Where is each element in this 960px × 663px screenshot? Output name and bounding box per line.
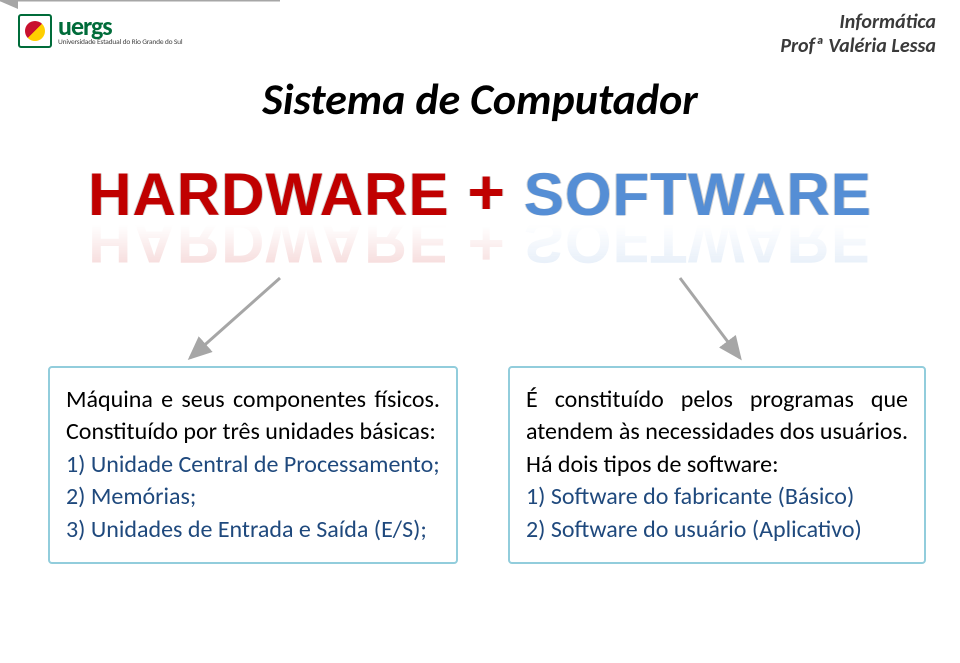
list-item: 3) Unidades de Entrada e Saída (E/S); <box>66 514 440 546</box>
logo-word: uergs <box>58 15 182 38</box>
list-item: 1) Unidade Central de Processamento; <box>66 449 440 481</box>
logo-inner <box>25 21 45 41</box>
callout-hardware-intro: Máquina e seus componentes físicos. Cons… <box>66 385 440 446</box>
wordart-software-reflection: SOFTWARE <box>524 207 872 276</box>
callout-hardware-items: 1) Unidade Central de Processamento; 2) … <box>66 449 440 546</box>
logo-subtitle: Universidade Estadual do Rio Grande do S… <box>58 38 182 47</box>
callout-software-items: 1) Software do fabricante (Básico) 2) So… <box>526 481 908 546</box>
logo: uergs Universidade Estadual do Rio Grand… <box>18 14 182 48</box>
wordart-hardware-reflection: HARDWARE <box>88 207 449 276</box>
logo-text-group: uergs Universidade Estadual do Rio Grand… <box>58 15 182 47</box>
header-teacher: Profª Valéria Lessa <box>780 34 936 58</box>
wordart-plus-reflection: + <box>459 207 513 281</box>
callout-software-intro: É constituído pelos programas que atende… <box>526 385 908 479</box>
wordart-hardware: HARDWARE HARDWARE <box>88 160 449 276</box>
logo-mark <box>18 14 52 48</box>
header-right: Informática Profª Valéria Lessa <box>780 10 936 58</box>
page-title: Sistema de Computador <box>0 72 960 126</box>
header-subject: Informática <box>780 10 936 34</box>
list-item: 1) Software do fabricante (Básico) <box>526 481 908 513</box>
wordart-software: SOFTWARE SOFTWARE <box>524 160 872 276</box>
wordart-row: HARDWARE HARDWARE + + SOFTWARE SOFTWARE <box>0 155 960 281</box>
callout-hardware: Máquina e seus componentes físicos. Cons… <box>48 366 458 564</box>
list-item: 2) Software do usuário (Aplicativo) <box>526 514 908 546</box>
wordart-plus: + + <box>459 155 513 281</box>
list-item: 2) Memórias; <box>66 481 440 513</box>
callout-software: É constituído pelos programas que atende… <box>508 366 926 564</box>
